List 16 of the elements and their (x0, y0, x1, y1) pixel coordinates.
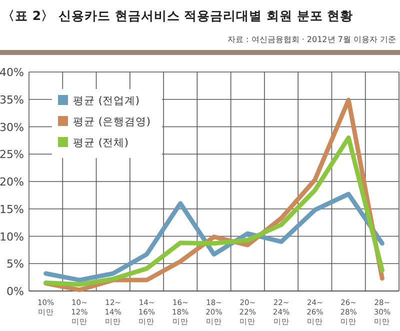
chart-title: 〈표 2〉 신용카드 현금서비스 적용금리대별 회원 분포 현황 (2, 8, 354, 23)
y-tick-label: 5% (6, 258, 24, 271)
chart-subtitle: 자료 : 여신금융협회 · 2012년 7월 이용자 기준 (228, 35, 396, 44)
line-series (44, 135, 384, 287)
y-tick-label: 25% (0, 148, 24, 162)
line-series (44, 192, 384, 282)
legend-label: 평균 (전체) (73, 137, 129, 149)
y-tick-label: 15% (0, 202, 24, 216)
y-tick-label: 35% (0, 93, 24, 106)
y-tick-label: 10% (0, 230, 24, 244)
legend-label: 평균 (전업계) (73, 95, 140, 107)
y-tick-label: 20% (0, 176, 24, 188)
y-tick-label: 30% (0, 120, 24, 134)
y-tick-label: 0% (6, 285, 24, 298)
legend-label: 평균 (은행겸영) (73, 116, 151, 128)
y-tick-label: 40% (0, 66, 24, 79)
